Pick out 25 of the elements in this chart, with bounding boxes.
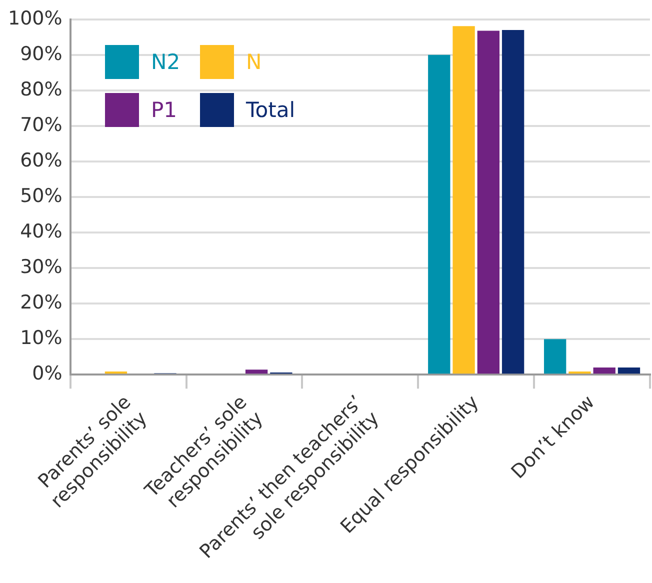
bar: [544, 339, 566, 374]
legend-label: P1: [151, 98, 178, 122]
bar: [618, 368, 640, 374]
bar: [452, 26, 475, 374]
y-tick-label: 40%: [20, 220, 62, 242]
y-tick-label: 10%: [20, 327, 62, 350]
bar: [568, 371, 591, 374]
y-tick-label: 60%: [20, 149, 62, 172]
legend-label: N: [246, 50, 262, 74]
legend-label: Total: [246, 98, 296, 122]
bar: [593, 368, 616, 374]
y-tick-label: 50%: [20, 184, 62, 207]
y-tick-label: 100%: [8, 7, 62, 30]
y-tick-label: 70%: [20, 114, 62, 136]
bar: [104, 371, 128, 374]
legend-label: N2: [151, 50, 180, 74]
bar: [245, 370, 268, 374]
bar: [477, 30, 500, 374]
y-tick-label: 90%: [20, 42, 62, 65]
y-tick-label: 20%: [20, 292, 62, 314]
bar: [428, 54, 450, 374]
y-tick-label: 80%: [20, 78, 62, 100]
y-tick-label: 0%: [32, 362, 62, 385]
y-tick-label: 30%: [20, 256, 62, 278]
bar: [502, 30, 524, 374]
